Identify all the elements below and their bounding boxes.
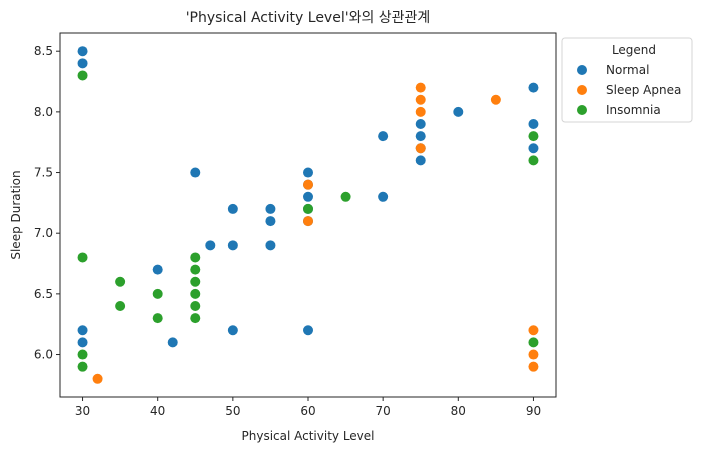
legend-label: Sleep Apnea	[606, 83, 681, 97]
data-point	[528, 325, 539, 336]
data-point	[115, 276, 126, 287]
data-point	[415, 131, 426, 142]
plot-area	[59, 32, 557, 398]
legend: Legend Normal Sleep Apnea Insomnia	[561, 37, 693, 123]
data-point	[77, 337, 88, 348]
x-axis-title: Physical Activity Level	[242, 429, 375, 443]
data-point	[77, 349, 88, 360]
y-tick-label: 8.5	[34, 44, 53, 58]
data-points	[77, 46, 539, 384]
data-point	[303, 216, 313, 227]
x-tick-label: 60	[300, 404, 315, 418]
y-tick-label: 6.0	[34, 348, 53, 362]
data-point	[190, 301, 201, 311]
data-point	[303, 179, 313, 190]
data-point	[415, 143, 426, 154]
y-tick-label: 7.5	[34, 166, 53, 180]
data-point	[340, 191, 351, 202]
data-point	[77, 252, 88, 263]
data-point	[77, 325, 88, 336]
data-point	[490, 94, 501, 105]
data-point	[92, 373, 103, 384]
data-point	[303, 203, 313, 214]
legend-label: Insomnia	[606, 103, 661, 117]
data-point	[265, 203, 276, 214]
data-point	[303, 167, 313, 178]
x-tick-label: 40	[150, 404, 165, 418]
legend-title: Legend	[612, 43, 656, 57]
x-tick-label: 80	[451, 404, 466, 418]
x-axis: 30 40 50 60 70 80 90	[75, 397, 541, 418]
data-point	[190, 313, 201, 324]
data-point	[415, 94, 426, 105]
legend-label: Normal	[606, 63, 649, 77]
y-tick-label: 6.5	[34, 287, 53, 301]
data-point	[528, 82, 539, 93]
data-point	[528, 337, 539, 348]
data-point	[227, 240, 238, 251]
x-tick-label: 90	[526, 404, 541, 418]
x-tick-label: 30	[75, 404, 90, 418]
data-point	[528, 119, 539, 129]
chart-title: 'Physical Activity Level'와의 상관관계	[186, 10, 431, 26]
data-point	[77, 58, 88, 69]
data-point	[528, 361, 539, 372]
x-tick-label: 70	[376, 404, 391, 418]
data-point	[265, 240, 276, 251]
data-point	[415, 106, 426, 117]
data-point	[378, 131, 389, 142]
data-point	[152, 288, 163, 299]
legend-marker	[577, 105, 587, 115]
data-point	[77, 70, 88, 81]
data-point	[265, 216, 276, 227]
data-point	[227, 203, 238, 214]
data-point	[77, 361, 88, 372]
legend-marker	[577, 65, 587, 75]
data-point	[528, 131, 539, 142]
data-point	[415, 119, 426, 129]
y-axis: 6.0 6.5 7.0 7.5 8.0 8.5	[34, 44, 60, 362]
data-point	[190, 276, 201, 287]
data-point	[303, 325, 313, 336]
data-point	[190, 264, 201, 275]
y-tick-label: 8.0	[34, 105, 53, 119]
y-axis-title: Sleep Duration	[9, 170, 23, 259]
data-point	[77, 46, 88, 57]
data-point	[205, 240, 216, 251]
x-tick-label: 50	[225, 404, 240, 418]
legend-marker	[577, 85, 587, 95]
data-point	[167, 337, 178, 348]
data-point	[227, 325, 238, 336]
data-point	[528, 155, 539, 166]
data-point	[190, 288, 201, 299]
y-tick-label: 7.0	[34, 226, 53, 240]
data-point	[415, 155, 426, 166]
data-point	[528, 143, 539, 154]
data-point	[190, 167, 201, 178]
data-point	[453, 106, 464, 117]
data-point	[378, 191, 389, 202]
data-point	[415, 82, 426, 93]
data-point	[528, 349, 539, 360]
data-point	[190, 252, 201, 263]
data-point	[115, 301, 126, 311]
data-point	[152, 313, 163, 324]
legend-box	[561, 37, 693, 123]
data-point	[152, 264, 163, 275]
data-point	[303, 191, 313, 202]
